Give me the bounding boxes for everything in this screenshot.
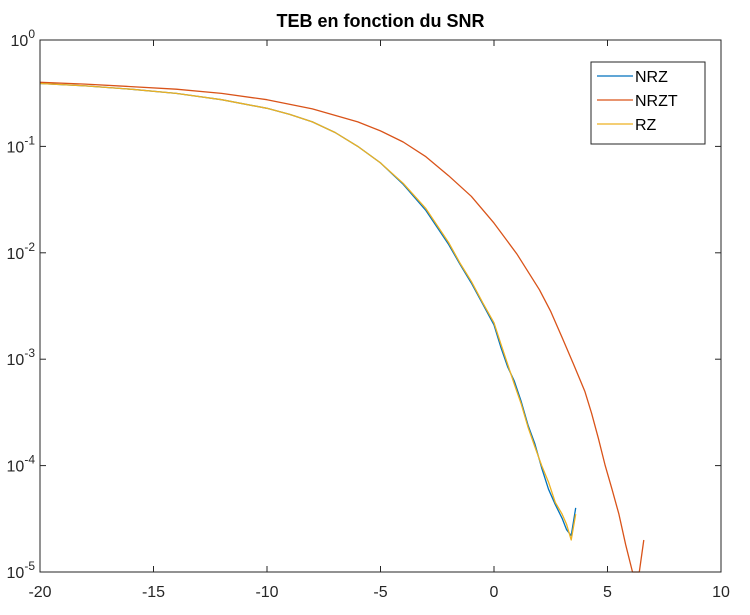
y-tick-label: 10-2	[7, 240, 36, 263]
series-layer	[39, 81, 645, 573]
series-line-rz	[39, 82, 577, 541]
y-tick-label: 10-3	[7, 346, 36, 369]
legend-label-rz: RZ	[635, 117, 657, 134]
x-tick-label: -10	[255, 584, 278, 601]
x-tick-label: -15	[142, 584, 165, 601]
legend-label-nrz: NRZ	[635, 69, 668, 86]
chart-title: TEB en fonction du SNR	[277, 11, 485, 31]
y-tick-exponent: -1	[24, 133, 35, 147]
y-tick-base: 10	[11, 33, 29, 50]
x-tick-label: -20	[28, 584, 51, 601]
y-tick-base: 10	[7, 459, 25, 476]
x-tick-label: -5	[373, 584, 387, 601]
y-tick-base: 10	[7, 139, 25, 156]
y-tick-label: 10-4	[7, 453, 36, 476]
y-tick-exponent: -3	[24, 346, 35, 360]
x-tick-label: 0	[490, 584, 499, 601]
y-tick-label: 10-1	[7, 133, 36, 156]
series-line-nrzt	[39, 81, 645, 573]
y-tick-exponent: -5	[24, 559, 35, 573]
x-tick-label: 5	[603, 584, 612, 601]
y-tick-exponent: -2	[24, 240, 35, 254]
y-tick-base: 10	[7, 565, 25, 582]
y-tick-base: 10	[7, 352, 25, 369]
y-tick-exponent: -4	[24, 453, 35, 467]
x-tick-label: 10	[712, 584, 730, 601]
y-tick-label: 10-5	[7, 559, 36, 582]
y-tick-label: 100	[11, 27, 36, 50]
y-tick-base: 10	[7, 246, 25, 263]
legend-label-nrzt: NRZT	[635, 93, 678, 110]
y-tick-exponent: 0	[28, 27, 35, 41]
legend: NRZ NRZT RZ	[590, 61, 706, 145]
